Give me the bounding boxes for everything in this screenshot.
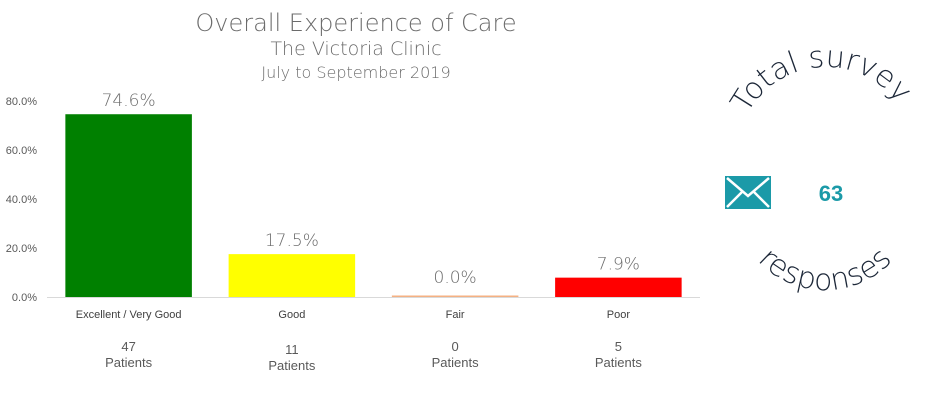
total-responses-badge: Total survey responses 63 — [724, 39, 919, 298]
y-tick-label: 0.0% — [12, 292, 37, 304]
envelope-icon — [725, 176, 771, 209]
total-responses-value: 63 — [819, 181, 843, 206]
bars — [65, 114, 682, 297]
arc-bottom-text: responses — [752, 241, 899, 299]
category-label: Poor — [607, 309, 631, 321]
data-label: 0.0% — [434, 268, 477, 288]
data-label: 74.6% — [102, 91, 156, 111]
category-label: Good — [278, 309, 305, 321]
category-label: Fair — [446, 309, 465, 321]
patient-count: 11 — [285, 342, 299, 357]
patients-label: Patients — [595, 355, 642, 370]
data-label: 7.9% — [597, 255, 640, 275]
patients-label: Patients — [268, 358, 315, 373]
arc-top-text: Total survey — [724, 39, 919, 118]
y-tick-label: 20.0% — [6, 243, 37, 255]
chart-title: Overall Experience of Care — [195, 9, 516, 37]
y-tick-label: 80.0% — [6, 96, 37, 108]
y-tick-label: 60.0% — [6, 145, 37, 157]
patients-label: Patients — [432, 355, 479, 370]
bar — [555, 277, 682, 297]
bar — [391, 295, 519, 297]
patient-count: 0 — [452, 339, 459, 354]
chart-period: July to September 2019 — [261, 63, 450, 82]
y-axis: 0.0% 20.0% 40.0% 60.0% 80.0% — [6, 96, 37, 304]
category-label: Excellent / Very Good — [76, 309, 182, 321]
bar — [228, 254, 356, 297]
bar — [65, 114, 192, 297]
data-labels: 74.6% 17.5% 0.0% 7.9% — [102, 91, 640, 288]
y-tick-label: 40.0% — [6, 194, 37, 206]
patient-count: 5 — [615, 339, 622, 354]
chart-subtitle: The Victoria Clinic — [270, 38, 441, 60]
category-labels: Excellent / Very Good47PatientsGood11Pat… — [76, 309, 643, 373]
data-label: 17.5% — [265, 231, 319, 251]
patients-label: Patients — [105, 355, 152, 370]
patient-count: 47 — [121, 339, 135, 354]
